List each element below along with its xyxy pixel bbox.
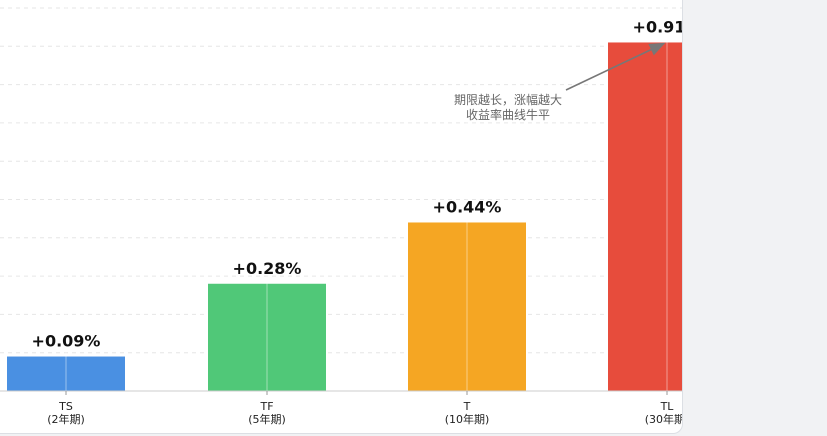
- annotation-arrow: [565, 42, 666, 91]
- vertical-grid-lines: [65, 0, 668, 391]
- data-label: +0.44%: [433, 197, 502, 216]
- x-tick-label: TL: [660, 400, 675, 413]
- x-tick-label: (5年期): [248, 412, 286, 426]
- x-tick-label: TS: [58, 400, 73, 413]
- bar: [7, 356, 125, 391]
- bar: [408, 222, 526, 391]
- bar: [608, 42, 682, 391]
- side-panel: [684, 0, 827, 436]
- x-tick-label: (10年期): [445, 412, 490, 426]
- x-tick-label: TF: [259, 400, 273, 413]
- grid-lines: [0, 7, 682, 354]
- data-label: +0.09%: [32, 332, 101, 351]
- bars: [7, 42, 682, 391]
- bar: [208, 283, 326, 391]
- chart-card: +0.09%+0.28%+0.44%+0.91% TS(2年期)TF(5年期)T…: [0, 0, 683, 434]
- x-tick-label: T: [463, 400, 471, 413]
- data-labels: +0.09% +0.28% +0.44% +0.91%: [32, 17, 683, 351]
- data-label: +0.91%: [633, 17, 683, 36]
- annotation-text: 收益率曲线牛平: [466, 107, 550, 122]
- annotation-text: 期限越长，涨幅越大: [454, 92, 562, 107]
- data-label: +0.28%: [233, 259, 302, 278]
- x-tick-label: (2年期): [47, 412, 85, 426]
- bar-chart: +0.09%+0.28%+0.44%+0.91% TS(2年期)TF(5年期)T…: [0, 0, 683, 426]
